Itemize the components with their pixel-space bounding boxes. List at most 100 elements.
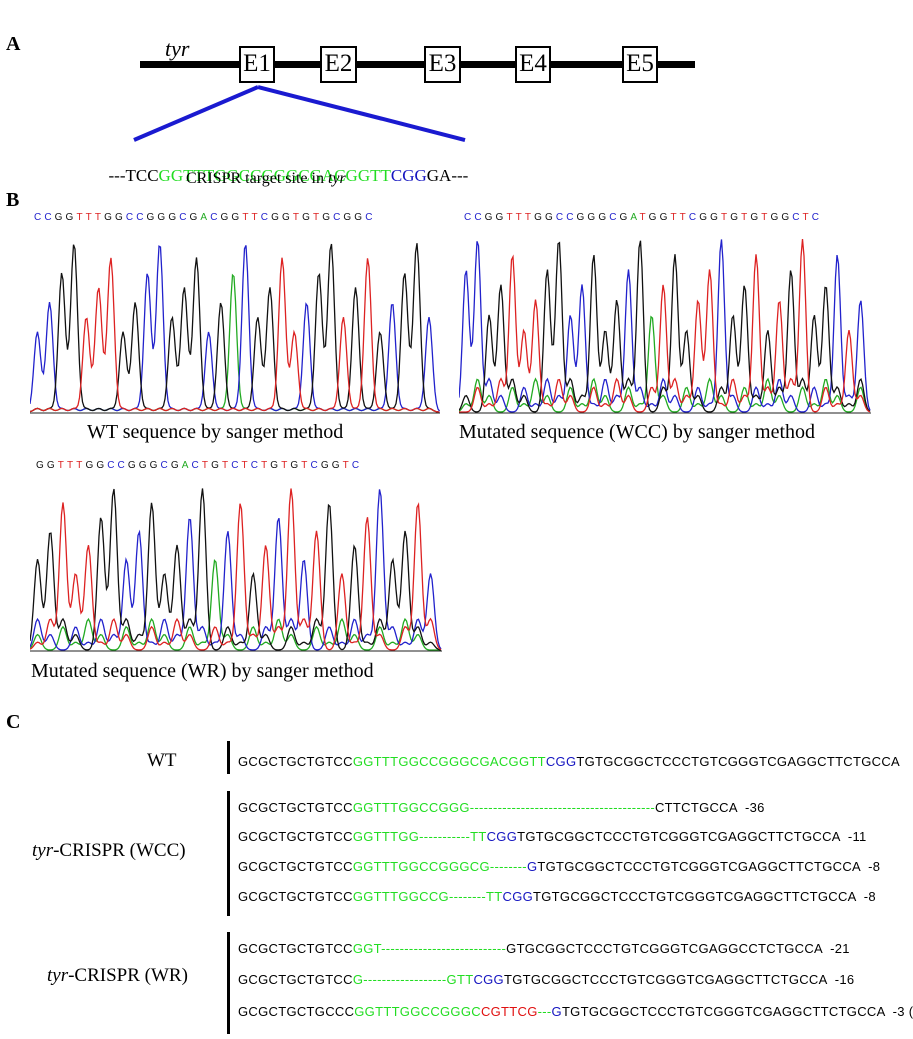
base-call: T bbox=[76, 460, 86, 471]
seq-segment: GGTTTGG----------- bbox=[352, 829, 471, 844]
base-call: G bbox=[290, 460, 302, 471]
base-call: G bbox=[146, 212, 158, 223]
base-call: A bbox=[200, 212, 211, 223]
base-call: T bbox=[639, 212, 649, 223]
group-wr-gene: tyr bbox=[47, 965, 69, 986]
seq-segment: G bbox=[551, 1004, 562, 1019]
base-call: G bbox=[619, 212, 631, 223]
base-call: G bbox=[576, 212, 588, 223]
gene-line bbox=[140, 61, 695, 68]
base-call: T bbox=[94, 212, 105, 223]
base-call: T bbox=[292, 212, 303, 223]
base-call: T bbox=[342, 460, 352, 471]
base-call: G bbox=[36, 460, 47, 471]
base-call: G bbox=[189, 212, 201, 223]
group-wr-name: -CRISPR (WR) bbox=[68, 965, 188, 986]
exon-3: E3 bbox=[424, 46, 461, 83]
base-call: G bbox=[281, 212, 293, 223]
seq-segment: TGTGCGGCTCCCTGTCGGGTCGAGGCTTCTGCCA bbox=[561, 1004, 885, 1019]
mutant-sequence-row: GCGCTGCTGTCCG------------------GTTCGGTGT… bbox=[238, 972, 854, 987]
mutant-sequence-row: GCGCTGCTGCCCGGTTTGGCCGGGCCGTTCG---GTGTGC… bbox=[238, 1004, 913, 1019]
seq-segment: CTTCTGCCA bbox=[654, 800, 738, 815]
base-call: T bbox=[251, 212, 261, 223]
base-call: T bbox=[76, 212, 86, 223]
mutant-sequence-row: GCGCTGCTGTCCGGTTTGG-----------TTCGGTGTGC… bbox=[238, 829, 867, 844]
base-call: G bbox=[231, 212, 243, 223]
target-protospacer: GGTTTGGCCGGGCGACGGTT bbox=[158, 166, 391, 185]
base-call: C bbox=[250, 460, 262, 471]
base-call: T bbox=[679, 212, 689, 223]
base-call: T bbox=[281, 460, 291, 471]
base-call: C bbox=[44, 212, 55, 223]
base-call: G bbox=[220, 212, 232, 223]
base-call: T bbox=[524, 212, 535, 223]
seq-segment: G------------------GTT bbox=[352, 972, 474, 987]
trace-g-channel bbox=[30, 488, 442, 651]
trace-a-channel bbox=[459, 315, 871, 413]
trace-wr-chromatogram bbox=[30, 488, 442, 652]
base-call: G bbox=[271, 212, 282, 223]
target-caption: CRISPR target site in tyr bbox=[186, 170, 346, 188]
base-call: G bbox=[534, 212, 545, 223]
base-call: T bbox=[670, 212, 680, 223]
base-call: G bbox=[320, 460, 332, 471]
base-call: G bbox=[598, 212, 610, 223]
target-caption-gene: tyr bbox=[327, 170, 346, 187]
base-call: T bbox=[261, 460, 271, 471]
base-call: C bbox=[555, 212, 567, 223]
base-call: G bbox=[65, 212, 77, 223]
seq-segment: CGG bbox=[473, 972, 504, 987]
trace-t-channel bbox=[30, 257, 440, 413]
base-call: C bbox=[117, 460, 128, 471]
base-call: T bbox=[201, 460, 212, 471]
panel-a-label: A bbox=[6, 33, 21, 55]
panel-c-label: C bbox=[6, 711, 21, 733]
base-call: A bbox=[181, 460, 192, 471]
seq-segment: CGTTCG bbox=[480, 1004, 538, 1019]
target-suffix: GA--- bbox=[426, 166, 469, 185]
indel-size: -3 (-9,+6) bbox=[892, 1004, 913, 1019]
base-call: G bbox=[331, 460, 343, 471]
trace-c-channel bbox=[30, 245, 440, 412]
base-call: G bbox=[46, 460, 58, 471]
target-prefix: ---TCC bbox=[108, 166, 159, 185]
panel-b-label: B bbox=[6, 189, 20, 211]
seq-segment: GCGCTGCTGTCC bbox=[238, 889, 353, 904]
indel-size: -16 bbox=[826, 972, 855, 987]
indel-size: -8 bbox=[860, 859, 881, 874]
seq-segment: GGTTTGGCCGGGCGACGGTT bbox=[352, 754, 546, 769]
base-call: G bbox=[587, 212, 599, 223]
seq-segment: GCGCTGCTGCCC bbox=[238, 1004, 355, 1019]
base-call: C bbox=[210, 212, 221, 223]
base-call: T bbox=[67, 460, 77, 471]
seq-segment: TGTGCGGCTCCCTGTCGGGTCGAGGCTTCTGCCA bbox=[533, 889, 856, 904]
seq-segment: GCGCTGCTGTCC bbox=[238, 829, 353, 844]
base-call: T bbox=[721, 212, 731, 223]
seq-segment: GCGCTGCTGTCC bbox=[238, 859, 353, 874]
base-call: C bbox=[474, 212, 485, 223]
base-call: C bbox=[231, 460, 242, 471]
base-call: T bbox=[301, 460, 311, 471]
base-call: C bbox=[136, 212, 147, 223]
trace-t-channel bbox=[459, 238, 871, 413]
base-call: C bbox=[792, 212, 803, 223]
wt-sequence: GCGCTGCTGTCCGGTTTGGCCGGGCGACGGTTCGGTGTGC… bbox=[238, 754, 900, 769]
seq-segment: --- bbox=[537, 1004, 552, 1019]
group-wcc-gene: tyr bbox=[32, 840, 54, 861]
base-call: T bbox=[515, 212, 525, 223]
base-call: G bbox=[170, 460, 182, 471]
base-call: G bbox=[343, 212, 355, 223]
base-call: G bbox=[699, 212, 711, 223]
base-call: C bbox=[125, 212, 137, 223]
base-call: G bbox=[96, 460, 108, 471]
seq-segment: GCGCTGCTGTCC bbox=[238, 972, 353, 987]
indel-size: -8 bbox=[855, 889, 876, 904]
trace-wcc-chromatogram bbox=[459, 238, 871, 414]
base-call: C bbox=[688, 212, 700, 223]
seq-segment: GGTTTGGCCGGGCG-------- bbox=[352, 859, 527, 874]
trace-g-channel bbox=[30, 243, 440, 413]
target-pam: CGG bbox=[390, 166, 427, 185]
base-call: G bbox=[54, 212, 66, 223]
seq-segment: G bbox=[526, 859, 538, 874]
exon-1: E1 bbox=[239, 46, 275, 83]
